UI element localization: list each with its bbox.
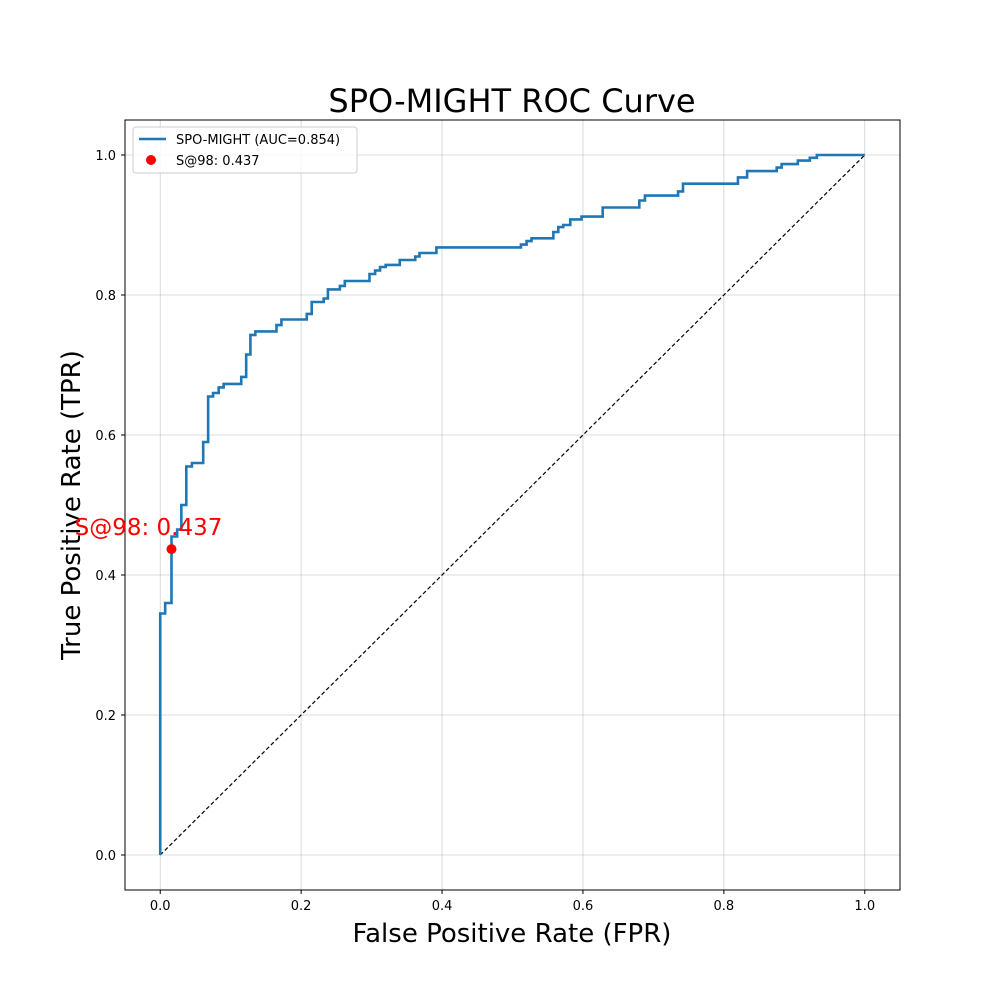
s98-annotation: S@98: 0.437 xyxy=(75,515,223,541)
legend-point-swatch xyxy=(146,155,156,165)
roc-curve xyxy=(158,153,865,855)
chance-diagonal-line xyxy=(159,154,866,856)
y-tick-label: 0.8 xyxy=(95,289,116,304)
y-axis-ticks: 0.0 0.2 0.4 0.6 0.8 1.0 xyxy=(95,149,125,864)
s98-point xyxy=(166,544,177,555)
y-tick-label: 1.0 xyxy=(95,149,116,164)
s98-marker xyxy=(166,544,177,555)
y-tick-label: 0.6 xyxy=(95,429,116,444)
x-axis-label: False Positive Rate (FPR) xyxy=(353,919,672,949)
x-tick-label: 0.6 xyxy=(573,899,594,914)
y-tick-label: 0.2 xyxy=(95,709,116,724)
y-axis-label: True Positive Rate (TPR) xyxy=(57,350,87,661)
x-tick-label: 0.0 xyxy=(150,899,171,914)
y-tick-label: 0.4 xyxy=(95,569,116,584)
legend: SPO-MIGHT (AUC=0.854) S@98: 0.437 xyxy=(132,126,358,174)
chart-title: SPO-MIGHT ROC Curve xyxy=(328,82,695,120)
chance-diagonal xyxy=(159,154,866,856)
roc-curve-line xyxy=(158,153,865,855)
legend-entry-curve: SPO-MIGHT (AUC=0.854) xyxy=(176,133,340,148)
x-tick-label: 0.8 xyxy=(714,899,735,914)
x-tick-label: 0.2 xyxy=(291,899,312,914)
legend-entry-point: S@98: 0.437 xyxy=(176,154,260,169)
plot-area-frame xyxy=(124,119,901,891)
x-tick-label: 0.4 xyxy=(432,899,453,914)
x-tick-label: 1.0 xyxy=(854,899,875,914)
x-axis-ticks: 0.0 0.2 0.4 0.6 0.8 1.0 xyxy=(150,890,875,914)
y-tick-label: 0.0 xyxy=(95,849,116,864)
legend-box xyxy=(132,126,358,174)
